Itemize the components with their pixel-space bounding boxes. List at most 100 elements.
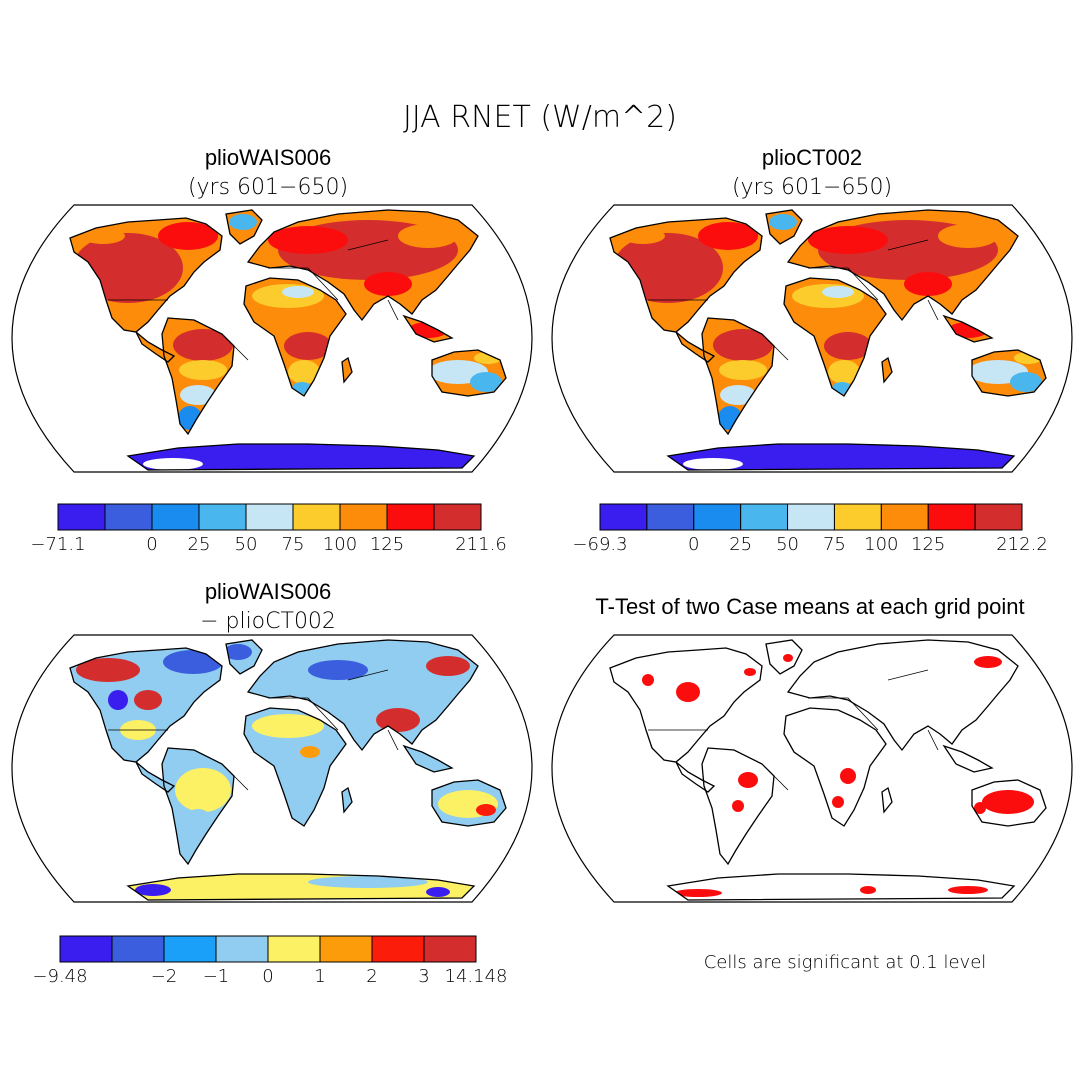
map-ttest-field-cell-10 <box>964 738 972 746</box>
colorbar-case1-label-6: 125 <box>370 534 404 555</box>
map-diff-field-cell-4 <box>134 690 162 710</box>
map-case2-field-cell-15 <box>828 360 860 384</box>
map-case2-field-cell-21 <box>1014 352 1042 364</box>
map-ttest-field-cell-6 <box>732 800 744 812</box>
colorbar-case2: −69.3 0 25 50 75 100 125 212.2 <box>572 503 1048 555</box>
colorbar-case2-label-1: 0 <box>688 534 699 555</box>
map-diff <box>11 634 533 903</box>
map-case1-coast-antarctica <box>126 443 476 471</box>
map-ttest-coast-antarctica <box>666 873 1016 901</box>
panel-case1-title: plioWAIS006 <box>205 145 331 170</box>
map-diff-coast-greenland <box>225 639 263 675</box>
map-ttest-land-eurasia <box>788 640 1018 750</box>
map-case2-field-cell-13 <box>800 310 868 334</box>
colorbar-case2-swatch-8 <box>974 503 1023 531</box>
figure-title: JJA RNET (W/m^2) <box>403 100 677 135</box>
map-ttest-field-cell-12 <box>974 802 986 814</box>
colorbar-case1-swatch-8 <box>433 503 482 531</box>
map-case1-field-cell-9 <box>268 226 348 254</box>
map-case2-coastlines <box>609 209 1047 471</box>
map-case1-coast-southAmerica <box>161 317 235 436</box>
colorbar-diff-swatch-6 <box>371 935 425 963</box>
map-diff-field-cell-14 <box>272 746 324 794</box>
map-ttest-field-cell-1 <box>642 674 654 686</box>
colorbar-case1-label-7: 211.6 <box>455 534 507 555</box>
map-case2-borders <box>648 239 939 361</box>
map-case1-field-cell-15 <box>288 360 320 384</box>
map-case2-coast-southAmerica <box>701 317 775 436</box>
map-case1-field-cell-10 <box>398 224 458 248</box>
map-case1-coast-northAmerica <box>69 217 223 333</box>
map-ttest-field-cell-0 <box>676 682 700 702</box>
map-ttest-frame <box>551 634 1073 903</box>
map-ttest-coast-africa <box>783 707 887 827</box>
colorbar-case1-label-5: 100 <box>323 534 357 555</box>
map-ttest-borders <box>648 669 939 791</box>
colorbar-case2-swatch-3 <box>740 503 789 531</box>
colorbar-case2-swatch-7 <box>927 503 976 531</box>
map-case1-coast-centralAmerica <box>135 331 176 363</box>
colorbar-case1-swatch-4 <box>245 503 294 531</box>
colorbar-diff-label-5: 2 <box>366 966 377 987</box>
map-diff-field-cell-6 <box>224 644 252 660</box>
map-case2-field <box>610 210 1046 470</box>
map-case2-coast-greenland <box>765 209 803 245</box>
map-diff-land-seAsia <box>404 746 452 772</box>
map-ttest-field-cell-9 <box>974 656 1002 668</box>
map-case2-field-cell-17 <box>904 272 952 296</box>
panel-ttest: T-Test of two Case means at each grid po… <box>551 594 1073 973</box>
panel-ttest-title: T-Test of two Case means at each grid po… <box>595 594 1024 619</box>
map-diff-coast-africa <box>243 707 347 827</box>
colorbar-case2-swatch-5 <box>833 503 882 531</box>
map-ttest-field <box>610 640 1046 900</box>
panel-diff-title: plioWAIS006 <box>205 579 331 604</box>
map-case2-field-cell-14 <box>824 332 872 360</box>
map-diff-field-cell-21 <box>426 887 450 897</box>
map-diff-coast-northAmerica <box>69 647 223 763</box>
map-diff-coastlines <box>69 639 507 901</box>
map-case2-coast-antarctica <box>666 443 1016 471</box>
colorbar-case2-swatch-2 <box>693 503 742 531</box>
map-diff-field-cell-20 <box>135 884 171 896</box>
map-ttest <box>551 634 1073 903</box>
map-ttest-field-cell-5 <box>738 772 758 788</box>
colorbar-diff-label-6: 3 <box>418 966 429 987</box>
map-case2-coast-seAsia <box>942 314 994 343</box>
map-diff-field-cell-13 <box>252 714 324 738</box>
map-case2-frame <box>551 204 1073 473</box>
map-case1-coast-greenland <box>225 209 263 245</box>
map-ttest-field-cell-15 <box>948 886 988 894</box>
map-diff-coast-madagascar <box>341 786 353 814</box>
map-case2-field-cell-10 <box>938 224 998 248</box>
map-case1-borders <box>108 239 399 361</box>
map-diff-frame <box>11 634 533 903</box>
colorbar-case2-label-6: 125 <box>911 534 945 555</box>
map-case2 <box>551 204 1073 473</box>
colorbar-case2-swatch-0 <box>599 503 648 531</box>
map-case1-field-cell-2 <box>81 228 125 244</box>
colorbar-case2-label-0: −69.3 <box>572 534 627 555</box>
map-case2-coast-eurasia <box>786 209 1019 322</box>
map-diff-field-cell-1 <box>76 658 140 682</box>
map-case1-field-cell-1 <box>158 222 218 250</box>
panel-diff-subtitle: − plioCT002 <box>200 609 336 634</box>
map-ttest-coast-centralAmerica <box>675 761 716 793</box>
colorbar-diff-label-3: 0 <box>262 966 273 987</box>
colorbar-case1-label-4: 75 <box>282 534 305 555</box>
map-case2-field-cell-9 <box>808 226 888 254</box>
map-ttest-land-africa <box>784 708 886 826</box>
colorbar-case1-swatch-5 <box>292 503 341 531</box>
map-diff-borders <box>108 669 399 791</box>
map-ttest-field-cell-7 <box>840 768 856 784</box>
map-ttest-land-antarctica <box>668 874 1014 900</box>
colorbar-case1: −71.1 0 25 50 75 100 125 211.6 <box>30 503 507 555</box>
map-case2-coast-africa <box>783 277 887 397</box>
colorbar-diff-swatch-7 <box>423 935 477 963</box>
map-diff-field-cell-17 <box>476 804 496 816</box>
colorbar-diff-swatch-2 <box>163 935 217 963</box>
map-ttest-coastlines <box>609 639 1047 901</box>
map-case2-field-cell-2 <box>621 228 665 244</box>
colorbar-diff-swatch-5 <box>319 935 373 963</box>
map-case2-field-cell-20 <box>1010 372 1042 392</box>
map-ttest-field-cell-4 <box>783 654 793 662</box>
